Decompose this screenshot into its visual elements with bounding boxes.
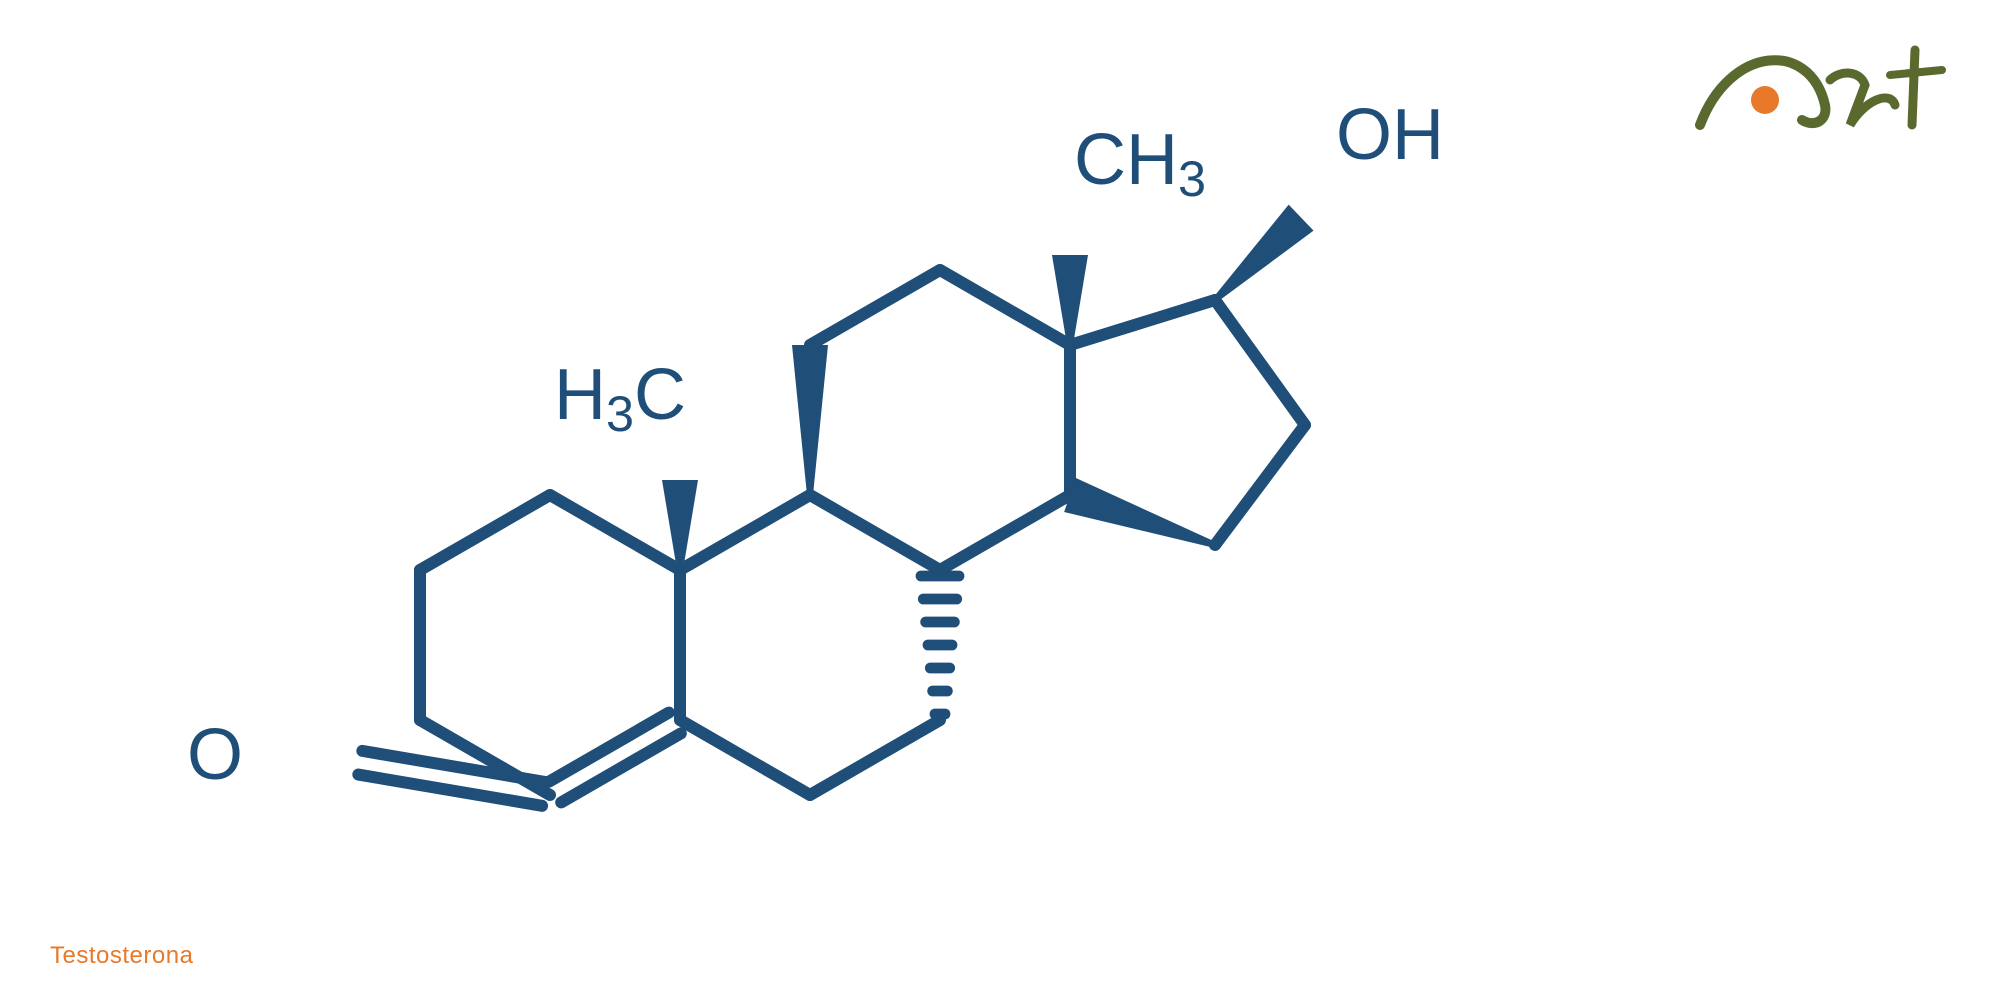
canvas: O H3C CH3 OH Testosterona	[0, 0, 2000, 1000]
atom-label: OH	[1336, 95, 1444, 175]
atom-label: H3C	[554, 355, 686, 442]
brand-logo-icon	[1690, 30, 1950, 155]
atom-label: CH3	[1074, 120, 1206, 207]
caption-label: Testosterona	[50, 942, 193, 970]
atom-label: O	[187, 715, 243, 795]
